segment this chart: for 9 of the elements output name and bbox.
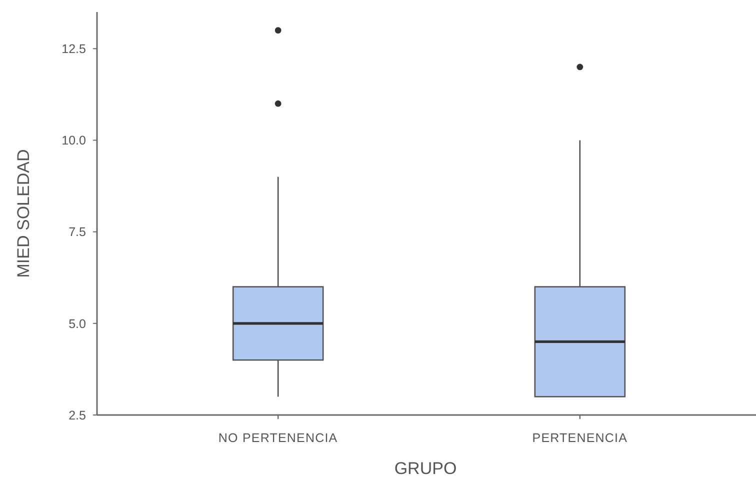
x-tick-label: PERTENENCIA: [532, 431, 628, 445]
y-tick-label: 2.5: [68, 408, 86, 422]
y-tick-label: 5.0: [68, 316, 86, 331]
y-axis-title: MIED SOLEDAD: [14, 149, 33, 278]
y-tick-label: 10.0: [62, 134, 86, 148]
x-axis-title: GRUPO: [394, 459, 457, 478]
y-tick-label: 12.5: [62, 42, 86, 56]
x-tick-label: NO PERTENENCIA: [218, 431, 338, 445]
y-tick-label: 7.5: [68, 225, 86, 240]
